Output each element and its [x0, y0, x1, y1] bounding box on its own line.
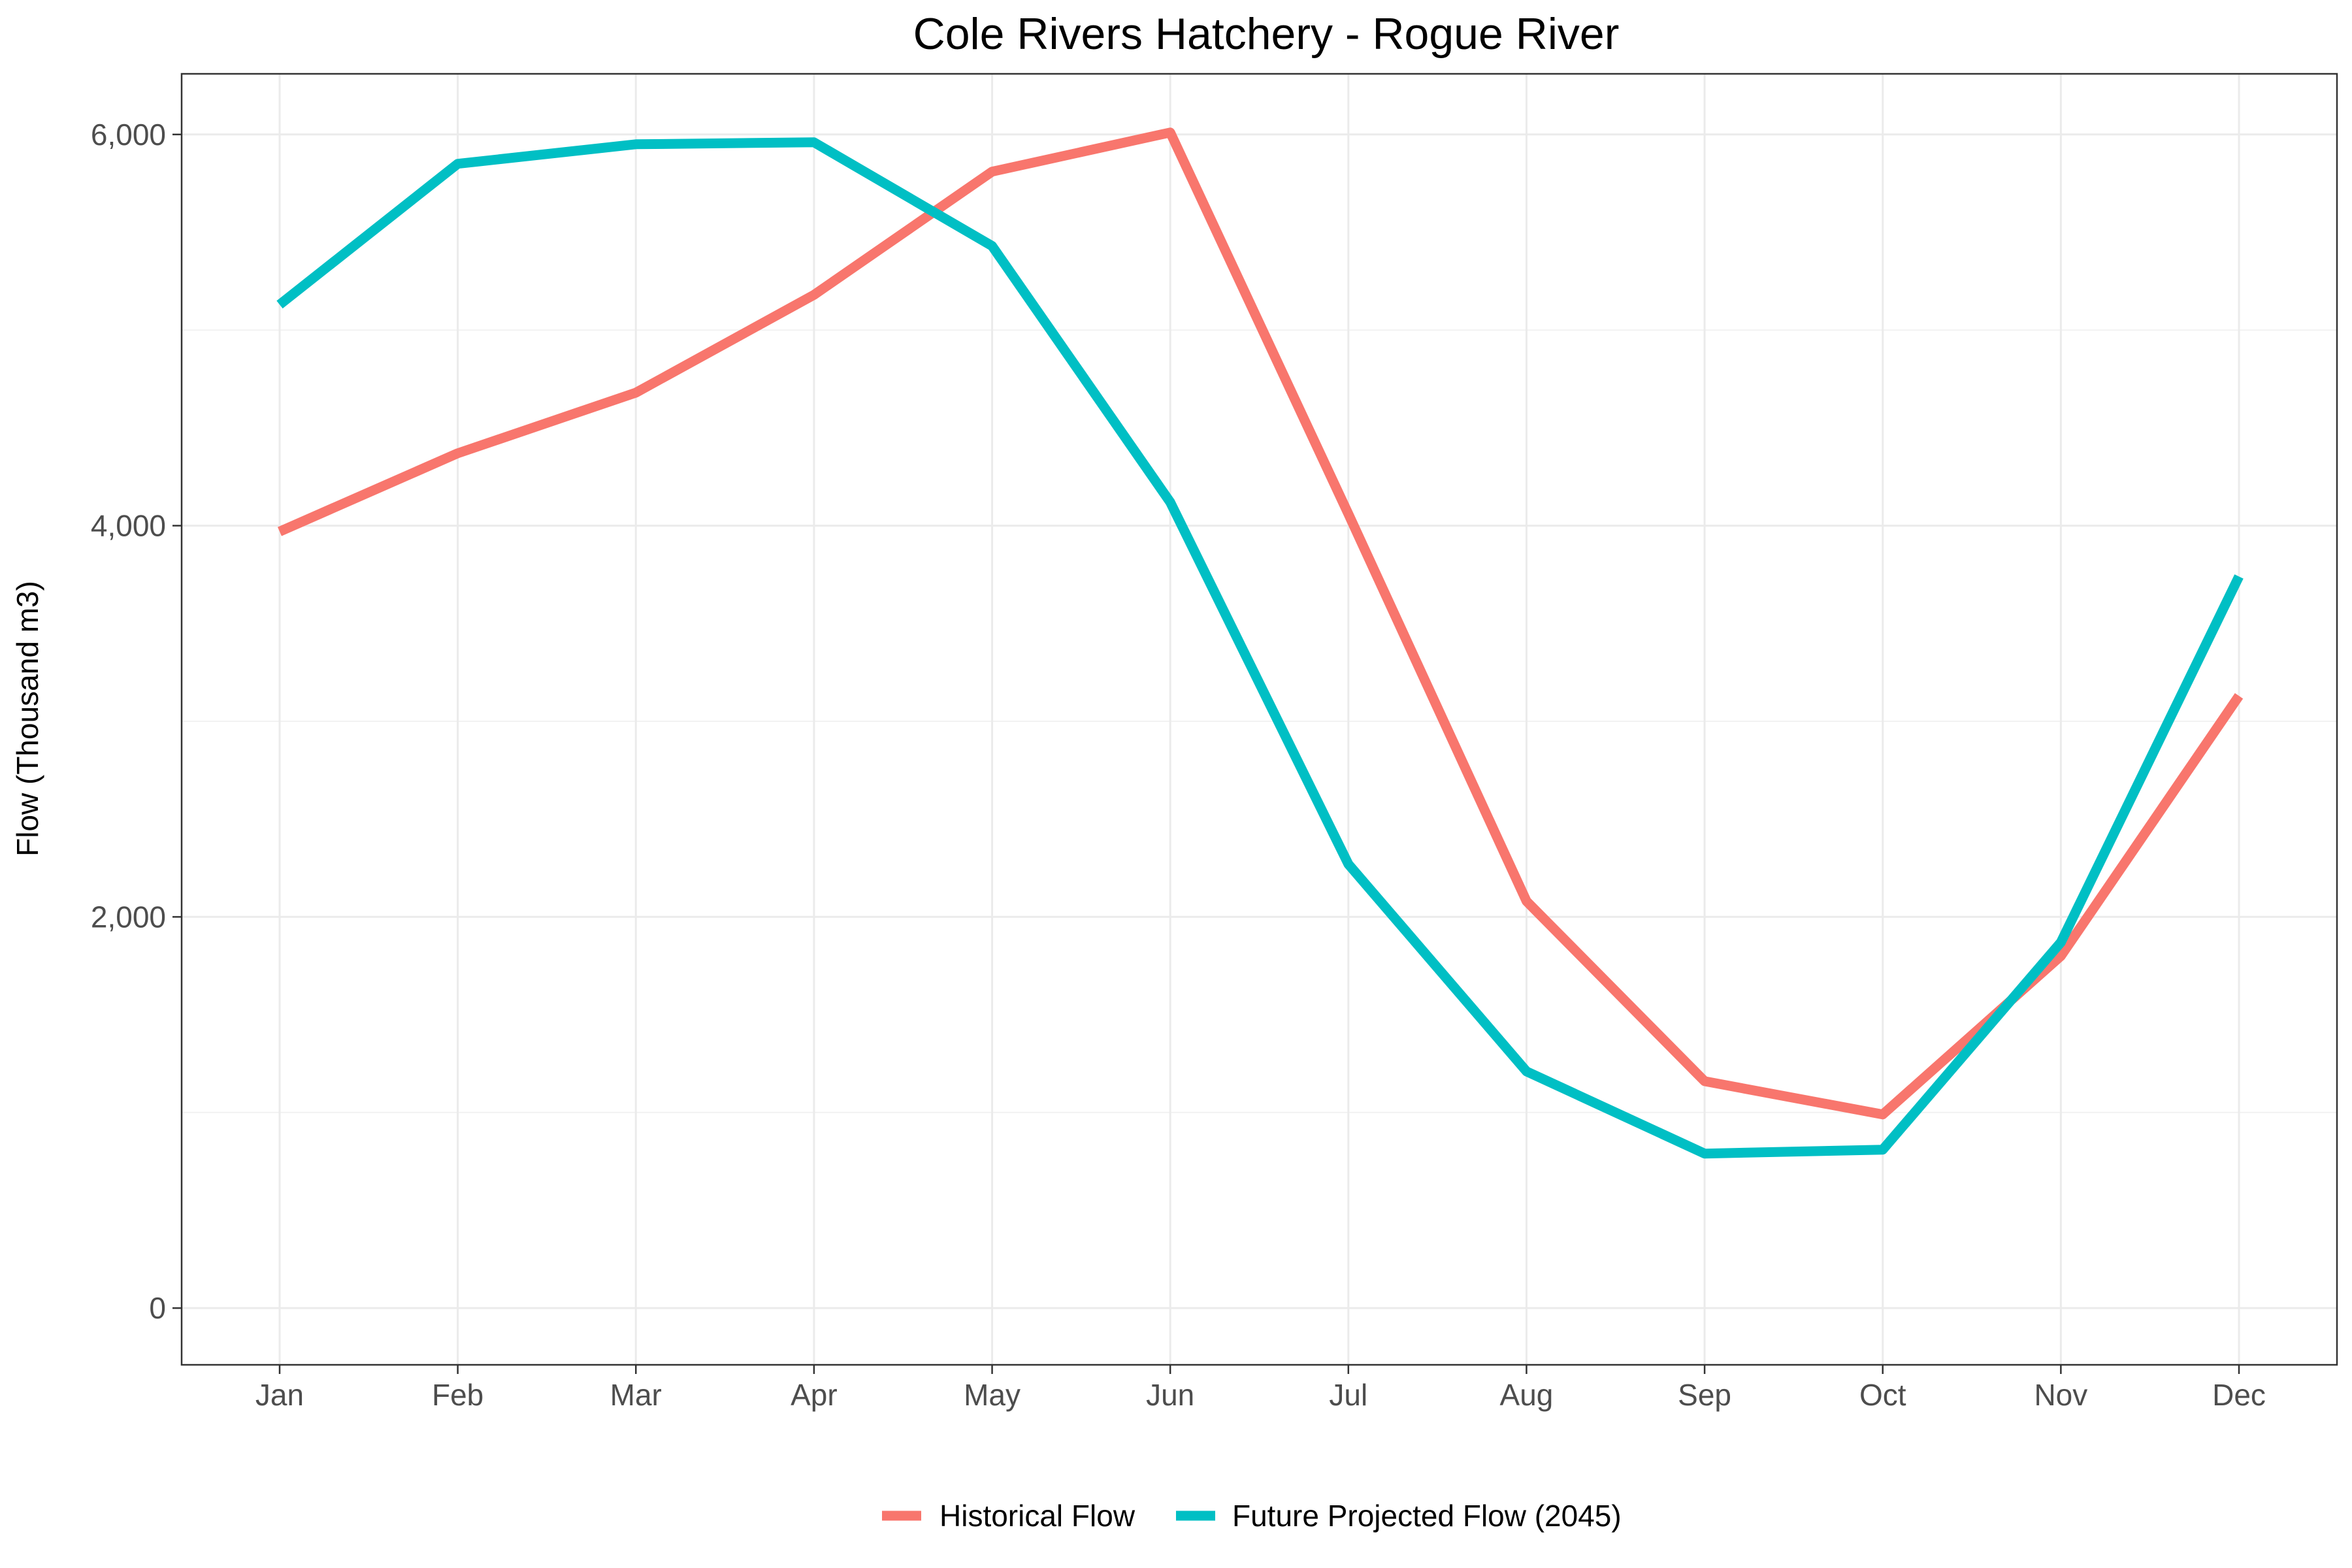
series-layer — [276, 127, 2244, 1159]
y-tick-label: 2,000 — [91, 900, 166, 934]
x-tick-label: Mar — [610, 1378, 662, 1412]
x-tick-label: Nov — [2034, 1378, 2087, 1412]
y-tick-label: 4,000 — [91, 509, 166, 543]
x-tick-label: Jun — [1146, 1378, 1194, 1412]
legend-label-future-projected-flow: Future Projected Flow (2045) — [1232, 1499, 1622, 1533]
x-tick-label: Feb — [432, 1378, 483, 1412]
chart-title: Cole Rivers Hatchery - Rogue River — [913, 9, 1620, 59]
y-axis-title: Flow (Thousand m3) — [10, 581, 44, 857]
x-tick-label: Aug — [1500, 1378, 1554, 1412]
y-tick-label: 0 — [149, 1291, 166, 1325]
x-tick-label: Apr — [791, 1378, 838, 1412]
x-tick-label: Jul — [1329, 1378, 1367, 1412]
legend: Historical Flow Future Projected Flow (20… — [882, 1499, 1622, 1533]
x-tick-label: Jan — [255, 1378, 304, 1412]
x-tick-label: May — [964, 1378, 1021, 1412]
y-axis-ticks: 0 2,000 4,000 6,000 — [91, 118, 182, 1325]
x-tick-label: Sep — [1678, 1378, 1731, 1412]
legend-label-historical-flow: Historical Flow — [939, 1499, 1135, 1533]
x-tick-label: Dec — [2212, 1378, 2266, 1412]
x-tick-label: Oct — [1859, 1378, 1906, 1412]
panel-border — [180, 73, 2338, 1366]
series-line-historical-flow — [277, 127, 2244, 1120]
y-tick-label: 6,000 — [91, 118, 166, 152]
x-axis-ticks: Jan Feb Mar Apr May Jun Jul Aug Sep Oct Nov Dec — [255, 1365, 2266, 1412]
series-line-future-projected-flow — [276, 137, 2244, 1159]
